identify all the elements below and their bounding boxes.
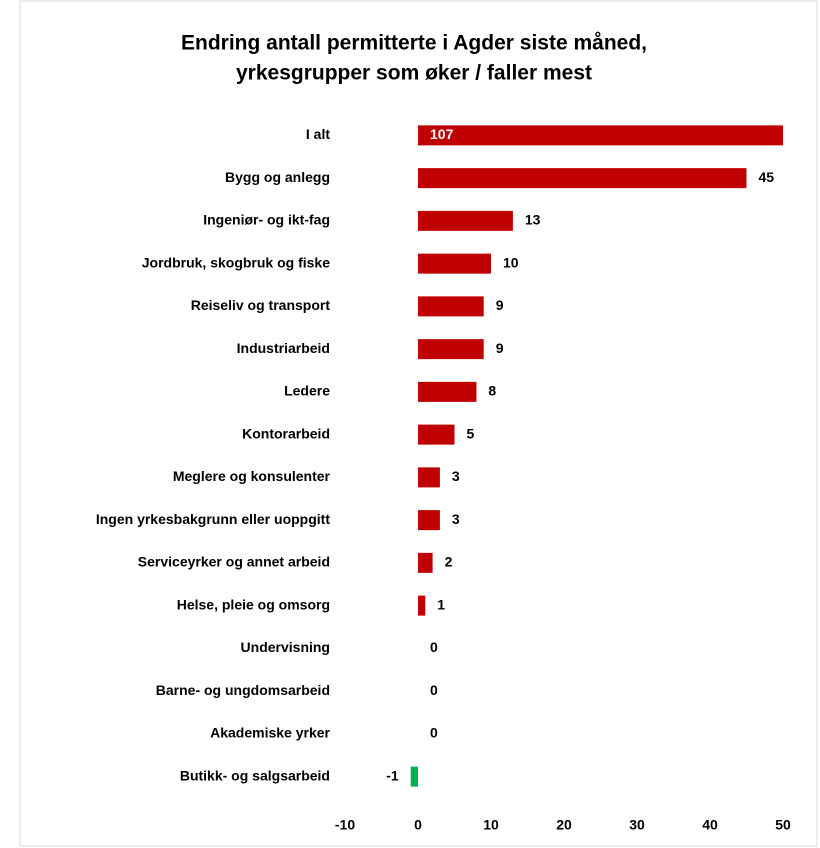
- bar: [418, 552, 433, 573]
- bar: [418, 467, 440, 488]
- value-label: 0: [430, 639, 438, 655]
- value-label: 13: [525, 212, 541, 228]
- x-tick-label: 50: [775, 817, 791, 833]
- category-label: Undervisning: [241, 639, 330, 655]
- bar: [418, 510, 440, 531]
- value-label: 107: [430, 126, 454, 142]
- chart-title: Endring antall permitterte i Agder siste…: [181, 32, 647, 55]
- x-tick-label: 0: [414, 817, 422, 833]
- category-label: Butikk- og salgsarbeid: [180, 767, 330, 783]
- value-label: 2: [445, 554, 453, 570]
- x-tick-label: 10: [483, 817, 499, 833]
- value-label: 9: [496, 340, 504, 356]
- category-label: Industriarbeid: [237, 340, 330, 356]
- category-label: Meglere og konsulenter: [173, 468, 331, 484]
- category-label: Helse, pleie og omsorg: [177, 596, 330, 612]
- value-label: 10: [503, 254, 519, 270]
- category-label: Kontorarbeid: [242, 425, 330, 441]
- plot-area: [410, 125, 783, 787]
- bar: [418, 168, 747, 189]
- category-label: Jordbruk, skogbruk og fiske: [142, 254, 330, 270]
- x-tick-label: 20: [556, 817, 572, 833]
- category-label: Ingen yrkesbakgrunn eller uoppgitt: [96, 511, 330, 527]
- category-label: Barne- og ungdomsarbeid: [156, 682, 330, 698]
- chart-title: yrkesgrupper som øker / faller mest: [236, 62, 592, 85]
- x-tick-label: 30: [629, 817, 645, 833]
- value-label: 0: [430, 682, 438, 698]
- category-label: Reiseliv og transport: [191, 297, 331, 313]
- category-label: Akademiske yrker: [210, 725, 330, 741]
- value-label: 45: [759, 169, 775, 185]
- bar: [418, 125, 783, 146]
- value-label: 0: [430, 725, 438, 741]
- category-label: Bygg og anlegg: [225, 169, 330, 185]
- bar: [418, 296, 484, 317]
- category-label: Serviceyrker og annet arbeid: [138, 554, 330, 570]
- value-label: 9: [496, 297, 504, 313]
- x-tick-label: 40: [702, 817, 718, 833]
- category-label: I alt: [306, 126, 330, 142]
- bar: [418, 339, 484, 360]
- value-label: 3: [452, 511, 460, 527]
- bar: [418, 253, 491, 274]
- bar: [418, 381, 477, 402]
- value-label: -1: [386, 767, 399, 783]
- value-label: 3: [452, 468, 460, 484]
- bar: [418, 424, 455, 445]
- value-label: 8: [488, 383, 496, 399]
- value-label: 5: [467, 425, 475, 441]
- category-label: Ingeniør- og ikt-fag: [203, 212, 330, 228]
- bar: [418, 595, 426, 616]
- category-label: Ledere: [284, 383, 330, 399]
- x-tick-label: -10: [335, 817, 355, 833]
- bar: [418, 210, 513, 231]
- value-label: 1: [437, 596, 445, 612]
- bar: [410, 766, 418, 787]
